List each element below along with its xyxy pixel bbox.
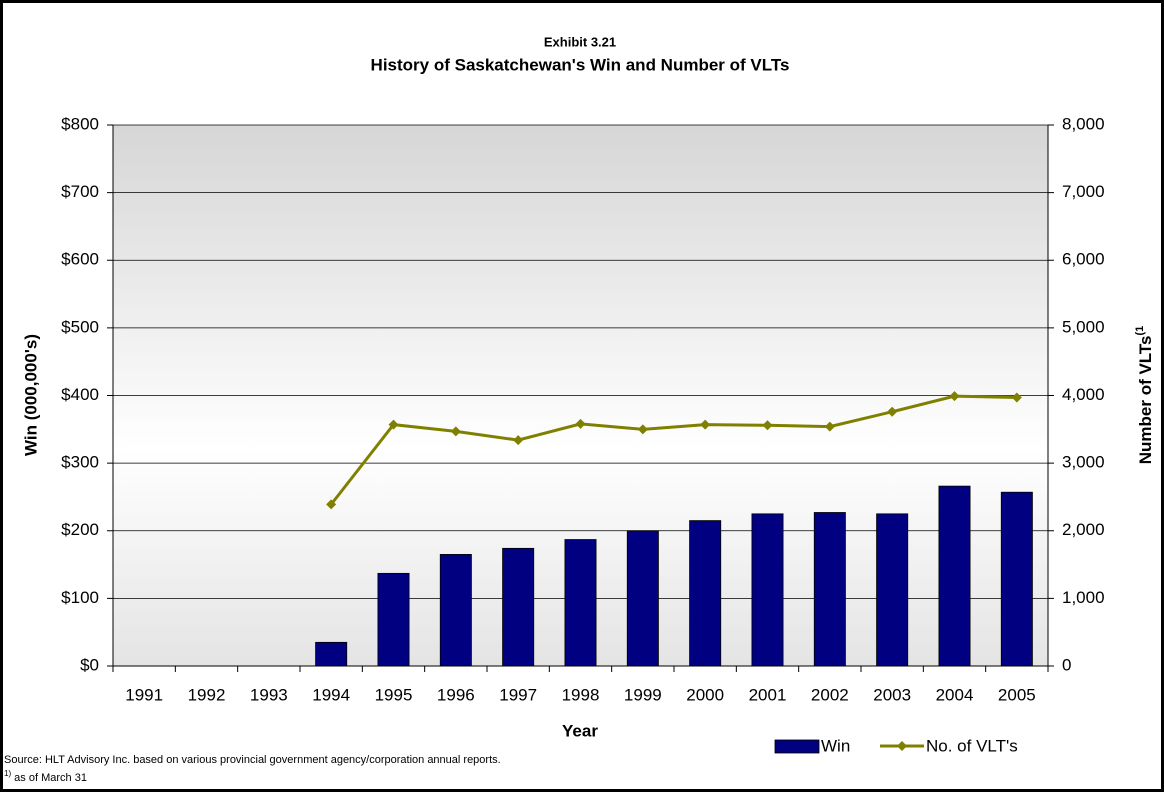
y2-tick-label: 1,000: [1062, 588, 1105, 607]
y-tick-label: $700: [61, 182, 99, 201]
x-tick-label: 2001: [749, 685, 787, 704]
x-tick-label: 1992: [188, 685, 226, 704]
bar: [439, 554, 472, 667]
x-tick-label: 1991: [125, 685, 163, 704]
y2-tick-label: 8,000: [1062, 114, 1105, 133]
y2-tick-label: 6,000: [1062, 250, 1105, 269]
x-tick-label: 1994: [312, 685, 350, 704]
y-tick-label: $500: [61, 317, 99, 336]
legend-label: No. of VLT's: [926, 736, 1018, 755]
marker: [388, 419, 399, 430]
x-tick-label: 1999: [624, 685, 662, 704]
x-tick-label: 1996: [437, 685, 475, 704]
marker: [700, 419, 711, 430]
bar: [813, 512, 846, 667]
y-tick-label: $300: [61, 453, 99, 472]
y-tick-label: $200: [61, 520, 99, 539]
y2-axis-label-note: (1: [1134, 326, 1146, 336]
marker: [637, 424, 648, 435]
bar: [876, 513, 909, 667]
y-tick-label: $400: [61, 385, 99, 404]
source: Source: HLT Advisory Inc. based on vario…: [4, 754, 501, 766]
line: [329, 394, 1017, 506]
marker: [949, 391, 960, 402]
x-tick-label: 1995: [375, 685, 413, 704]
marker: [824, 421, 835, 432]
marker: [762, 420, 773, 431]
marker: [1011, 392, 1022, 403]
bar: [689, 520, 722, 667]
y2-tick-label: 4,000: [1062, 385, 1105, 404]
y2-tick-label: 3,000: [1062, 453, 1105, 472]
x-tick-label: 1993: [250, 685, 288, 704]
bar: [626, 530, 659, 667]
legend-marker: [897, 741, 907, 751]
footnote-mark: 1): [4, 769, 11, 778]
x-tick-label: 2004: [936, 685, 974, 704]
y-tick-label: $800: [61, 114, 99, 133]
y2-tick-label: 0: [1062, 655, 1071, 674]
y2-tick-label: 2,000: [1062, 520, 1105, 539]
y2-tick-label: 7,000: [1062, 182, 1105, 201]
legend-swatch: [774, 739, 820, 754]
y2-axis-label-text: Number of VLTs: [1136, 336, 1155, 465]
bar: [938, 485, 971, 667]
marker: [450, 426, 461, 437]
bar: [377, 572, 410, 667]
chart-subtitle: Exhibit 3.21: [544, 34, 616, 49]
bar: [1000, 491, 1033, 667]
x-tick-label: 2000: [686, 685, 724, 704]
footnote-text: as of March 31: [11, 772, 87, 784]
bar: [751, 513, 784, 667]
x-tick-label: 1998: [562, 685, 600, 704]
y-tick-label: $0: [80, 655, 99, 674]
footnote: 1) as of March 31: [4, 769, 87, 784]
marker: [887, 406, 898, 417]
x-tick-label: 1997: [499, 685, 537, 704]
legend-label: Win: [821, 736, 850, 755]
bar: [502, 547, 535, 667]
x-tick-label: 2005: [998, 685, 1036, 704]
marker: [575, 418, 586, 429]
marker: [513, 435, 524, 446]
bar: [564, 539, 597, 667]
y-tick-label: $100: [61, 588, 99, 607]
bar: [315, 641, 348, 667]
y2-tick-label: 5,000: [1062, 317, 1105, 336]
y-tick-label: $600: [61, 250, 99, 269]
y2-axis-label: Number of VLTs(1: [1134, 326, 1156, 465]
x-tick-label: 2003: [873, 685, 911, 704]
y-axis-label: Win (000,000's): [21, 334, 40, 456]
marker: [326, 499, 337, 510]
chart-title: History of Saskatchewan's Win and Number…: [371, 55, 790, 74]
x-axis-label: Year: [562, 721, 598, 740]
x-tick-label: 2002: [811, 685, 849, 704]
